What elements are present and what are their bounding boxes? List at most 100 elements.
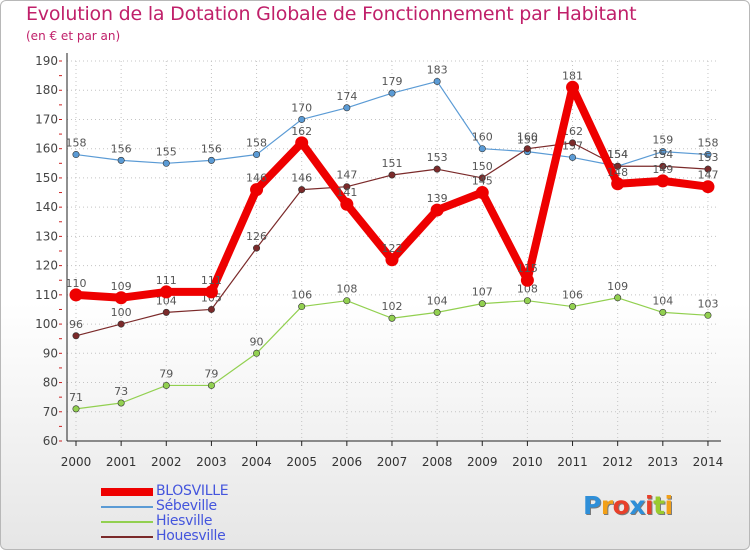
data-point — [433, 165, 441, 173]
legend-label-hiesville: Hiesville — [156, 513, 213, 529]
data-label: 107 — [472, 286, 493, 299]
data-label: 147 — [697, 169, 718, 182]
x-tick-label: 2009 — [467, 455, 498, 469]
y-tick-label: 170 — [35, 112, 58, 126]
data-label: 160 — [472, 131, 493, 144]
data-point — [253, 151, 261, 159]
data-point — [162, 308, 170, 316]
data-label: 139 — [427, 192, 448, 205]
proxiti-logo: Proxiti — [583, 491, 673, 520]
data-point — [566, 80, 580, 94]
data-point — [523, 297, 531, 305]
data-label: 158 — [246, 137, 267, 150]
x-tick-label: 2010 — [512, 455, 543, 469]
y-tick-label: 90 — [43, 346, 58, 360]
data-label: 156 — [201, 142, 222, 155]
data-point — [611, 177, 625, 191]
data-label: 162 — [562, 125, 583, 138]
x-tick-label: 2001 — [106, 455, 137, 469]
logo-letter: i — [664, 491, 674, 520]
data-point — [478, 145, 486, 153]
logo-letter: o — [612, 491, 630, 520]
data-label: 71 — [69, 391, 83, 404]
data-point — [388, 314, 396, 322]
data-label: 179 — [381, 75, 402, 88]
data-point — [298, 115, 306, 123]
data-point — [343, 297, 351, 305]
data-point — [72, 332, 80, 340]
data-point — [162, 381, 170, 389]
data-label: 122 — [381, 242, 402, 255]
x-tick-label: 2012 — [602, 455, 633, 469]
data-point — [340, 197, 354, 211]
data-point — [159, 285, 173, 299]
x-tick-label: 2004 — [241, 455, 272, 469]
x-tick-label: 2011 — [557, 455, 588, 469]
data-point — [433, 308, 441, 316]
data-point — [475, 186, 489, 200]
y-tick-label: 160 — [35, 142, 58, 156]
data-label: 102 — [381, 300, 402, 313]
data-label: 111 — [156, 274, 177, 287]
y-tick-label: 70 — [43, 405, 58, 419]
data-point — [253, 244, 261, 252]
data-point — [701, 180, 715, 194]
y-tick-label: 130 — [35, 229, 58, 243]
data-label: 159 — [517, 134, 538, 147]
logo-letter: P — [583, 491, 601, 520]
x-tick-label: 2003 — [196, 455, 227, 469]
data-label: 141 — [336, 186, 357, 199]
data-point — [343, 183, 351, 191]
y-tick-label: 140 — [35, 200, 58, 214]
data-label: 73 — [114, 385, 128, 398]
legend-swatch-sebeville — [101, 506, 153, 508]
data-point — [204, 285, 218, 299]
data-label: 104 — [156, 294, 177, 307]
logo-letter: x — [629, 491, 645, 520]
data-point — [704, 311, 712, 319]
x-tick-label: 2000 — [61, 455, 92, 469]
data-label: 156 — [111, 142, 132, 155]
data-label: 174 — [336, 90, 357, 103]
data-label: 149 — [652, 163, 673, 176]
data-label: 104 — [427, 294, 448, 307]
data-label: 155 — [156, 145, 177, 158]
data-point — [388, 89, 396, 97]
data-point — [117, 399, 125, 407]
logo-letter: i — [645, 491, 654, 520]
data-label: 109 — [607, 280, 628, 293]
data-point — [72, 151, 80, 159]
y-tick-label: 190 — [35, 54, 58, 68]
data-point — [614, 162, 622, 170]
data-label: 154 — [607, 148, 628, 161]
data-point — [569, 153, 577, 161]
x-tick-label: 2014 — [693, 455, 724, 469]
chart-subtitle: (en € et par an) — [26, 29, 121, 43]
data-label: 103 — [697, 297, 718, 310]
data-point — [520, 273, 534, 287]
y-tick-label: 120 — [35, 259, 58, 273]
data-label: 106 — [562, 289, 583, 302]
data-point — [523, 145, 531, 153]
data-point — [114, 291, 128, 305]
data-point — [704, 151, 712, 159]
data-point — [69, 288, 83, 302]
x-tick-label: 2007 — [377, 455, 408, 469]
data-point — [295, 136, 309, 150]
data-point — [207, 305, 215, 313]
data-point — [569, 139, 577, 147]
data-point — [253, 349, 261, 357]
data-label: 104 — [652, 294, 673, 307]
data-point — [117, 320, 125, 328]
data-label: 153 — [697, 151, 718, 164]
data-point — [388, 171, 396, 179]
x-tick-label: 2006 — [332, 455, 363, 469]
data-label: 146 — [246, 172, 267, 185]
data-point — [430, 203, 444, 217]
data-point — [478, 300, 486, 308]
data-point — [162, 159, 170, 167]
x-tick-label: 2013 — [648, 455, 679, 469]
data-label: 108 — [336, 283, 357, 296]
